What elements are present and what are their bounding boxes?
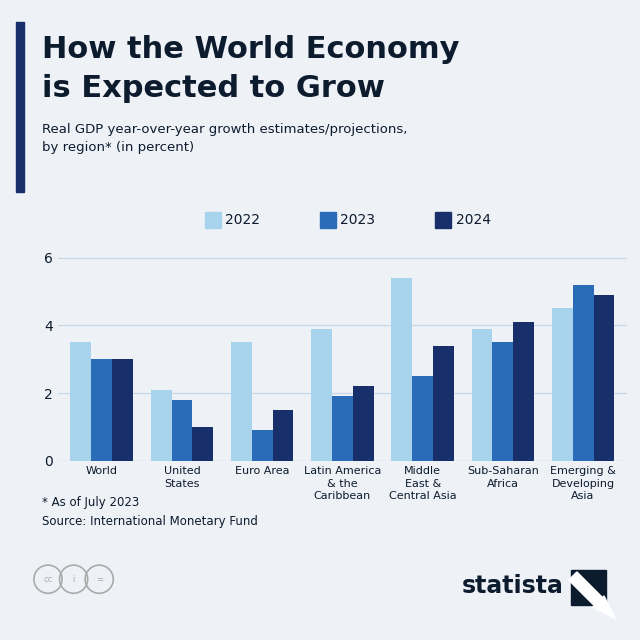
Bar [92,359,112,461]
Bar [513,322,534,461]
Bar [70,342,92,461]
Bar [172,400,193,461]
Bar [150,390,172,461]
Text: statista: statista [461,573,563,598]
Bar [492,342,513,461]
Text: 2022: 2022 [225,213,260,227]
Text: by region* (in percent): by region* (in percent) [42,141,194,154]
Text: 2023: 2023 [340,213,376,227]
Bar [193,427,213,461]
Bar [552,308,573,461]
Bar [353,387,374,461]
Bar [593,295,614,461]
Text: Real GDP year-over-year growth estimates/projections,: Real GDP year-over-year growth estimates… [42,123,407,136]
Bar [332,396,353,461]
Bar [412,376,433,461]
Text: How the World Economy: How the World Economy [42,35,459,64]
Bar [472,329,492,461]
Text: 2024: 2024 [456,213,491,227]
Bar [391,278,412,461]
Text: =: = [96,575,102,584]
Bar [273,410,294,461]
Text: is Expected to Grow: is Expected to Grow [42,74,385,102]
Text: * As of July 2023: * As of July 2023 [42,496,139,509]
Bar [573,285,593,461]
Bar [252,430,273,461]
Text: i: i [72,575,75,584]
Bar [311,329,332,461]
Bar [231,342,252,461]
Text: cc: cc [44,575,52,584]
Text: Source: International Monetary Fund: Source: International Monetary Fund [42,515,257,528]
Bar [112,359,133,461]
Bar [433,346,454,461]
